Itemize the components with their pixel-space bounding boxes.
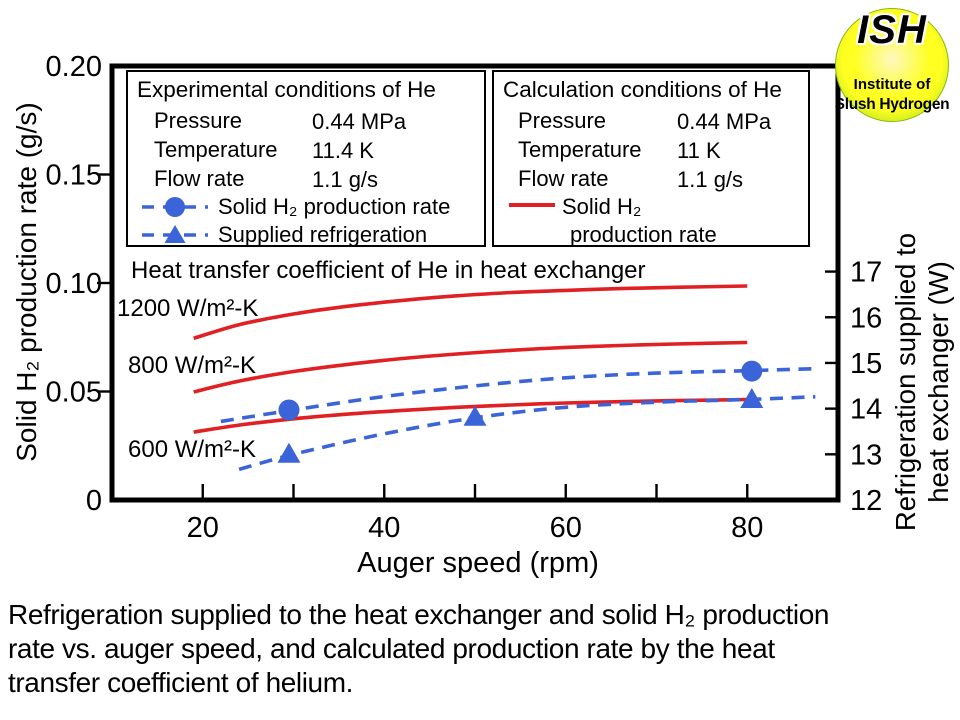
row-flowrate-value: 1.1 g/s: [677, 167, 744, 192]
y-left-tick-label: 0: [86, 485, 102, 517]
row-temperature-value: 11 K: [677, 138, 721, 163]
y-right-tick-label: 16: [850, 302, 882, 334]
row-temperature-label: Temperature: [518, 137, 642, 162]
legend-entry-refrigeration: Supplied refrigeration: [218, 222, 428, 247]
legend-entry-calc-line1: Solid H₂: [562, 194, 642, 219]
caption-line2: rate vs. auger speed, and calculated pro…: [8, 633, 775, 664]
curve-label-600: 600 W/m²-K: [128, 436, 257, 463]
row-pressure-value: 0.44 MPa: [312, 109, 407, 134]
y-left-tick-label: 0.10: [46, 268, 102, 300]
x-axis-tick-label: 60: [550, 512, 582, 544]
legend-marker-dashed-circle-icon: [142, 197, 208, 217]
y-right-tick-label: 13: [850, 439, 882, 471]
x-axis-tick-label: 80: [731, 512, 763, 544]
legend-experimental-title: Experimental conditions of He: [137, 77, 436, 102]
curve-label-800: 800 W/m²-K: [128, 352, 257, 379]
ish-logo-line1: Institute of: [853, 76, 931, 93]
series-calc-600-line: [193, 397, 748, 434]
figure-caption: Refrigeration supplied to the heat excha…: [8, 598, 956, 700]
legend-entry-production: Solid H₂ production rate: [218, 194, 451, 219]
series-calc-1200-line: [193, 284, 748, 341]
marker-circle-exp-production: [741, 360, 763, 382]
x-axis-tick-label: 20: [187, 512, 219, 544]
series-exp-refrigeration-line: [238, 395, 816, 472]
legend-marker-solid-line-icon: [509, 203, 555, 207]
series-calc-800-line: [193, 340, 748, 394]
y-right-axis-title-line1: Refrigeration supplied to: [890, 232, 921, 532]
caption-line1: Refrigeration supplied to the heat excha…: [8, 599, 830, 630]
marker-triangle-exp-refrigeration: [463, 405, 487, 426]
row-temperature-value: 11.4 K: [312, 138, 374, 163]
ish-logo-line2: Slush Hydrogen: [834, 96, 950, 113]
caption-line3: transfer coefficient of helium.: [8, 667, 354, 698]
annotation-heat-transfer: Heat transfer coefficient of He in heat …: [131, 257, 646, 284]
series-exp-production-line: [220, 366, 816, 424]
y-left-tick-label: 0.20: [46, 51, 102, 83]
ish-logo: ISH Institute of Slush Hydrogen: [832, 4, 952, 124]
y-right-axis-title-line2: heat exchanger (W): [923, 261, 954, 503]
legend-marker-dashed-triangle-icon: [142, 225, 208, 243]
legend-box-experimental: Experimental conditions of He Pressure 0…: [126, 70, 486, 247]
marker-circle-exp-production: [278, 399, 300, 421]
ish-logo-acronym: ISH: [857, 8, 927, 52]
row-pressure-label: Pressure: [518, 108, 607, 133]
x-axis-title: Auger speed (rpm): [357, 547, 599, 579]
y-right-tick-label: 12: [850, 485, 882, 517]
y-left-tick-label: 0.15: [46, 160, 102, 192]
row-temperature-label: Temperature: [154, 137, 278, 162]
y-right-axis-title: Refrigeration supplied to heat exchanger…: [889, 137, 955, 627]
y-right-tick-label: 15: [850, 348, 882, 380]
y-right-tick-label: 14: [850, 394, 882, 426]
row-flowrate-label: Flow rate: [154, 166, 245, 191]
y-left-axis-title: Solid H₂ production rate (g/s): [11, 102, 42, 462]
ish-logo-circle: [835, 8, 949, 122]
row-pressure-label: Pressure: [154, 108, 243, 133]
y-right-tick-label: 17: [850, 257, 882, 289]
row-flowrate-value: 1.1 g/s: [312, 167, 379, 192]
legend-entry-calc-line2: production rate: [570, 222, 717, 247]
marker-triangle-exp-refrigeration: [277, 442, 301, 463]
legend-calculation-title: Calculation conditions of He: [503, 77, 782, 102]
marker-triangle-exp-refrigeration: [740, 387, 764, 408]
curve-label-1200: 1200 W/m²-K: [117, 295, 259, 322]
x-axis-tick-label: 40: [368, 512, 400, 544]
chart-plot: 20 40 60 80 0 0.05 0.10 0.15 0.20 12 13 14 15 16 17: [46, 51, 883, 544]
y-left-tick-label: 0.05: [46, 377, 102, 409]
row-flowrate-label: Flow rate: [518, 166, 609, 191]
legend-box-calculation: Calculation conditions of He Pressure 0.…: [492, 70, 810, 247]
row-pressure-value: 0.44 MPa: [677, 109, 772, 134]
